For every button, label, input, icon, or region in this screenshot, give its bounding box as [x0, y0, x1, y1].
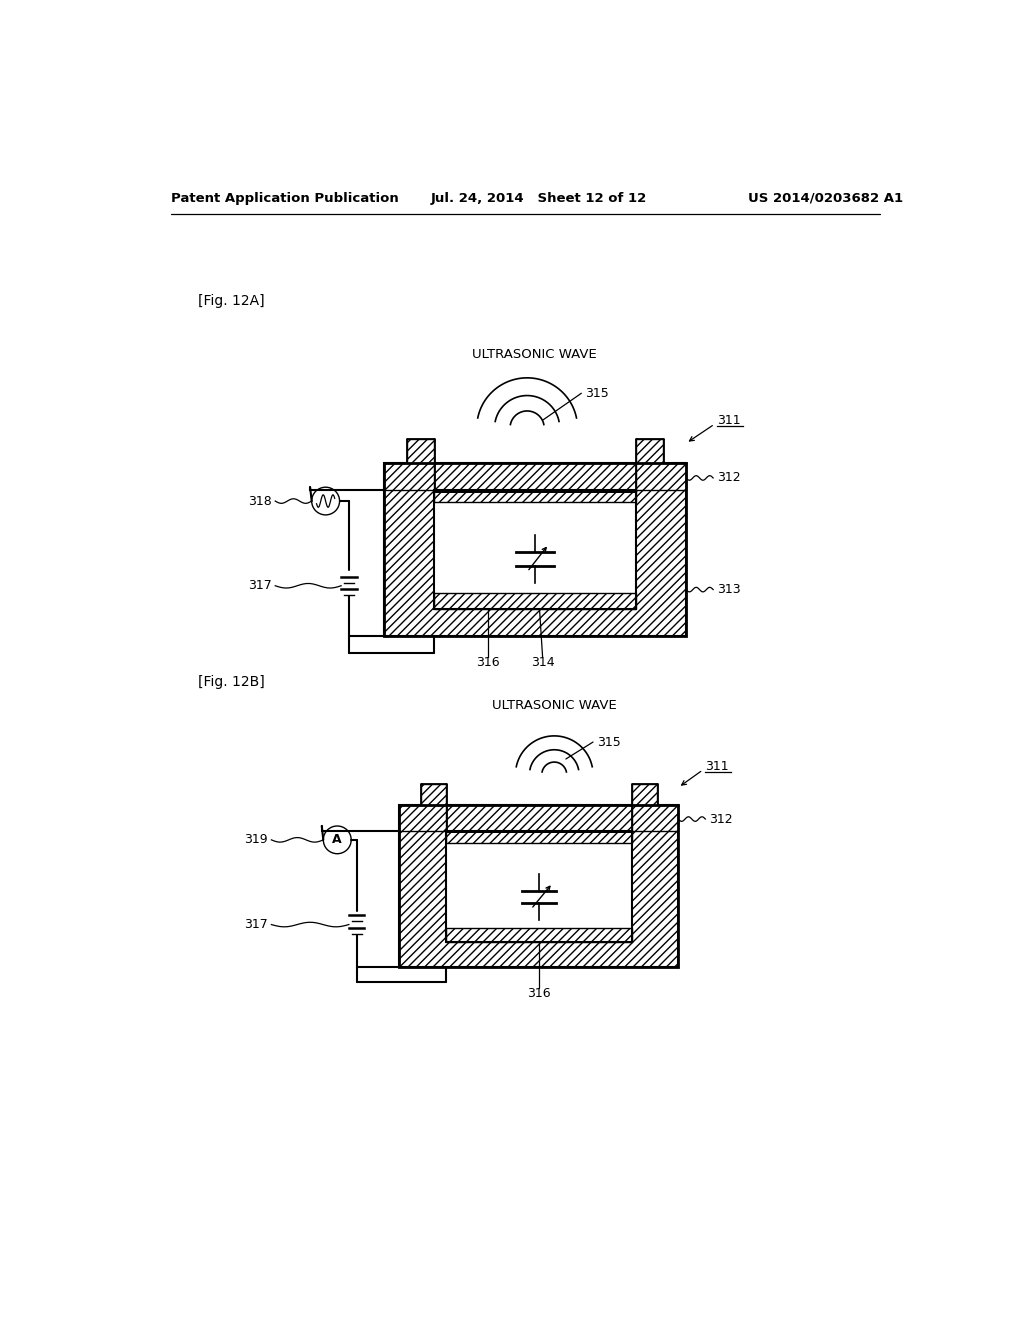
- Bar: [445, 830, 632, 942]
- Polygon shape: [399, 784, 445, 830]
- Text: 317: 317: [244, 917, 267, 931]
- Bar: [384, 462, 686, 636]
- Text: 316: 316: [527, 987, 551, 1001]
- Text: Jul. 24, 2014   Sheet 12 of 12: Jul. 24, 2014 Sheet 12 of 12: [430, 191, 646, 205]
- Text: 312: 312: [717, 471, 740, 484]
- Text: US 2014/0203682 A1: US 2014/0203682 A1: [748, 191, 903, 205]
- Bar: [445, 830, 632, 833]
- Text: ULTRASONIC WAVE: ULTRASONIC WAVE: [472, 348, 597, 362]
- Bar: [434, 490, 636, 502]
- Bar: [399, 805, 678, 966]
- Text: 313: 313: [717, 583, 740, 597]
- Polygon shape: [384, 440, 434, 490]
- Bar: [384, 462, 686, 636]
- Polygon shape: [636, 440, 686, 490]
- Text: 315: 315: [586, 387, 609, 400]
- Text: 311: 311: [717, 413, 740, 426]
- Bar: [434, 490, 636, 609]
- Text: [Fig. 12B]: [Fig. 12B]: [198, 675, 264, 689]
- Bar: [434, 490, 636, 609]
- Text: 317: 317: [248, 579, 271, 593]
- Text: 318: 318: [248, 495, 271, 508]
- Bar: [434, 594, 636, 609]
- Text: [Fig. 12A]: [Fig. 12A]: [198, 294, 264, 308]
- Text: 315: 315: [597, 735, 621, 748]
- Text: 311: 311: [706, 760, 729, 774]
- Bar: [399, 805, 678, 966]
- Text: Patent Application Publication: Patent Application Publication: [171, 191, 398, 205]
- Bar: [445, 928, 632, 942]
- Text: 316: 316: [476, 656, 500, 669]
- Text: 312: 312: [710, 813, 733, 825]
- Text: A: A: [333, 833, 342, 846]
- Polygon shape: [632, 784, 678, 830]
- Text: 314: 314: [530, 656, 554, 669]
- Bar: [445, 830, 632, 843]
- Text: ULTRASONIC WAVE: ULTRASONIC WAVE: [492, 698, 616, 711]
- Text: 319: 319: [244, 833, 267, 846]
- Bar: [434, 490, 636, 492]
- Bar: [445, 830, 632, 942]
